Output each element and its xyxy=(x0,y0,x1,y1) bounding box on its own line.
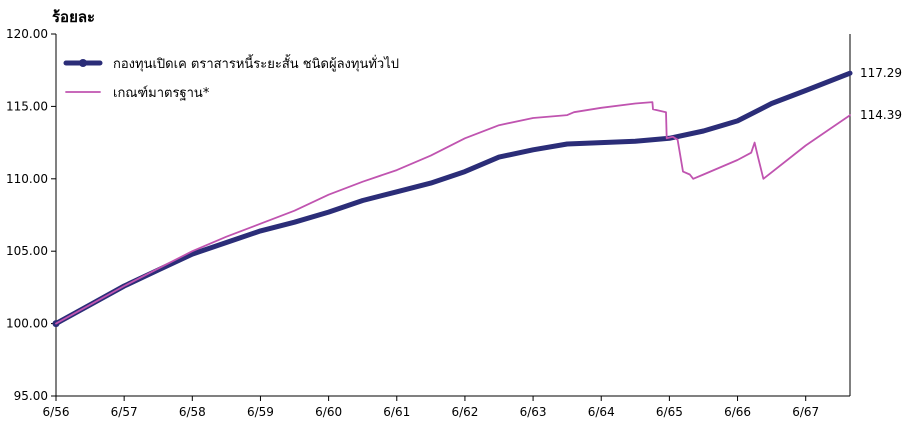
y-tick-label: 95.00 xyxy=(14,389,48,403)
x-tick-label: 6/67 xyxy=(792,405,819,419)
series-line-benchmark xyxy=(55,101,851,325)
x-tick-label: 6/64 xyxy=(588,405,615,419)
x-tick-label: 6/61 xyxy=(383,405,410,419)
y-tick-label: 120.00 xyxy=(6,27,48,41)
legend-label-benchmark: เกณฑ์มาตรฐาน* xyxy=(113,85,210,101)
y-tick-label: 100.00 xyxy=(6,317,48,331)
y-tick-label: 115.00 xyxy=(6,99,48,113)
end-label-benchmark: 114.39 xyxy=(860,108,902,122)
series-layer xyxy=(52,70,853,328)
x-tick-label: 6/57 xyxy=(111,405,138,419)
end-labels: 117.29 114.39 xyxy=(860,66,902,122)
legend: กองทุนเปิดเค ตราสารหนี้ระยะสั้น ชนิดผู้ล… xyxy=(63,54,399,101)
x-tick-label: 6/62 xyxy=(451,405,478,419)
y-tick-label: 105.00 xyxy=(6,244,48,258)
y-axis-label: ร้อยละ xyxy=(52,8,95,26)
x-tick-label: 6/63 xyxy=(520,405,547,419)
series-line-fund xyxy=(53,70,853,327)
x-tick-label: 6/60 xyxy=(315,405,342,419)
legend-marker-fund xyxy=(79,59,87,67)
x-tick-label: 6/58 xyxy=(179,405,206,419)
axes: 95.00 100.00 105.00 110.00 115.00 120.00 6/56 6… xyxy=(6,27,851,419)
y-tick-label: 110.00 xyxy=(6,172,48,186)
x-tick-label: 6/66 xyxy=(724,405,751,419)
x-tick-label: 6/65 xyxy=(656,405,683,419)
x-tick-label: 6/56 xyxy=(43,405,70,419)
legend-label-fund: กองทุนเปิดเค ตราสารหนี้ระยะสั้น ชนิดผู้ล… xyxy=(113,54,399,72)
x-tick-label: 6/59 xyxy=(247,405,274,419)
end-label-fund: 117.29 xyxy=(860,66,902,80)
